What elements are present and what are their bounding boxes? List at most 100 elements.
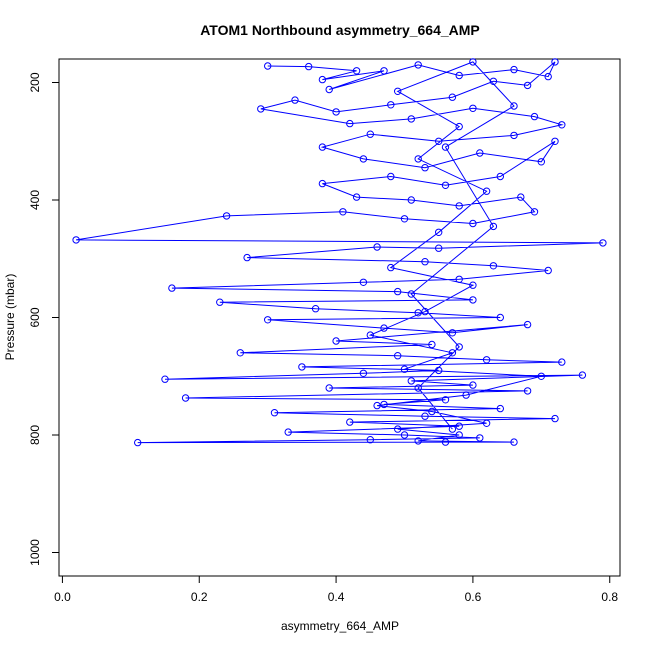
data-point [455,343,463,351]
data-point [366,436,374,444]
data-point [455,275,463,283]
data-point [428,340,436,349]
data-point [523,320,532,329]
data-point [496,404,504,413]
data-point [551,414,559,423]
y-tick-label: 800 [28,425,42,445]
data-point [366,130,374,138]
data-point [366,331,374,339]
data-point [435,366,443,375]
data-point [243,253,251,262]
data-point [421,164,429,172]
data-point [318,75,327,84]
x-axis: 0.0 0.2 0.4 0.6 0.8 [54,575,618,604]
data-point [414,155,422,163]
data-point [325,384,333,392]
data-point [517,193,525,201]
data-point [455,202,463,210]
data-point [523,81,532,90]
data-point [414,437,422,445]
data-point [394,287,402,296]
data-point [455,431,463,439]
data-point [380,324,388,332]
data-point [448,329,457,337]
data-point [270,409,279,417]
data-point [161,375,169,383]
data-point [407,377,415,385]
data-point [496,172,504,181]
series-0-line [76,61,603,444]
data-point [298,363,306,371]
data-point [530,208,539,216]
data-point [441,143,450,151]
data-point [510,131,518,140]
data-point [222,212,231,220]
data-point [455,422,463,430]
x-tick-label: 0.2 [191,590,208,604]
data-point [558,121,566,129]
data-point [469,381,477,389]
data-point [346,119,354,128]
data-point [387,172,395,181]
data-point [476,149,484,157]
data-point [325,85,333,94]
y-tick-label: 400 [28,190,42,210]
data-point [510,65,518,74]
data-point [264,62,272,70]
data-point [72,236,80,244]
data-point [435,228,443,237]
data-point [305,62,313,71]
data-point [421,307,429,316]
data-point [469,58,477,66]
data-point [455,71,463,80]
data-point [448,93,457,101]
data-point [510,438,518,446]
data-point [537,372,545,380]
data-point [482,356,491,364]
data-point [236,349,245,357]
data-point [489,77,498,86]
data-point [551,58,559,66]
data-point [462,391,470,399]
data-point [510,102,518,110]
data-point [441,181,450,190]
data-point [380,67,388,75]
data-point [352,193,361,201]
data-point [407,196,415,204]
data-point [400,365,409,373]
data-point [435,137,443,146]
series-points [72,58,607,447]
data-point [441,396,450,404]
data-point [181,394,190,402]
data-point [482,187,491,195]
data-point [469,104,477,113]
data-point [400,215,409,223]
data-point [530,112,539,121]
data-point [469,281,477,289]
data-point [414,61,422,69]
data-point [387,263,395,272]
data-point [359,155,368,163]
data-point [339,208,347,216]
data-point [332,108,340,116]
data-point [387,101,395,109]
plot-frame [58,58,621,577]
data-point [216,298,224,306]
y-axis-label: Pressure (mbar) [3,274,17,361]
x-tick-label: 0.8 [601,590,618,604]
data-point [359,369,368,377]
data-point [359,278,368,286]
data-point [346,418,354,426]
data-point [578,371,587,379]
data-point [435,244,443,252]
data-point [544,72,552,81]
data-point [599,239,607,247]
data-point [264,316,272,324]
x-tick-label: 0.0 [54,590,71,604]
data-point [291,96,299,104]
data-point [373,401,381,410]
data-point [332,337,340,345]
data-point [394,425,402,433]
data-point [537,158,545,166]
data-point [352,67,361,75]
